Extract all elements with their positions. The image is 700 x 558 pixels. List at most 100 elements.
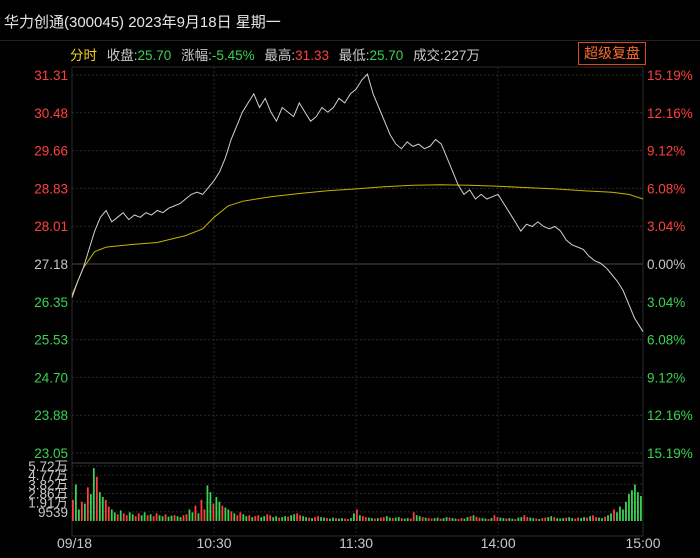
price-line: [71, 73, 644, 332]
volume-bar: [326, 518, 328, 521]
volume-bar: [439, 518, 442, 521]
volume-bar: [373, 518, 376, 521]
close-value: 25.70: [137, 48, 172, 63]
mode-label[interactable]: 分时: [70, 48, 97, 63]
volume-bar: [418, 516, 421, 521]
percent-tick-label: 15.19%: [647, 68, 693, 83]
volume-bar: [317, 516, 319, 521]
volume-bar: [350, 518, 352, 521]
volume-bar: [595, 517, 597, 521]
volume-bar: [409, 518, 412, 521]
volume-bar: [541, 518, 544, 521]
volume-bar: [574, 518, 577, 521]
volume-bar: [206, 485, 209, 521]
volume-label: 成交:: [413, 48, 444, 63]
volume-bar: [218, 501, 221, 521]
volume-bar: [170, 515, 173, 521]
volume-bar: [505, 518, 508, 521]
volume-bar: [72, 499, 74, 521]
volume-bar: [227, 509, 230, 521]
volume-bar: [631, 490, 633, 521]
volume-bar: [119, 510, 122, 521]
volume-bar: [101, 496, 104, 521]
volume-bar: [95, 476, 98, 521]
volume-bar: [263, 516, 266, 521]
volume-bar: [104, 499, 107, 521]
high-value: 31.33: [295, 48, 329, 63]
page-title: 华力创通(300045) 2023年9月18日 星期一: [4, 14, 281, 31]
volume-bar: [272, 517, 275, 521]
volume-bar: [469, 516, 472, 521]
volume-bar: [442, 518, 445, 521]
volume-bar: [179, 517, 182, 521]
volume-bar: [361, 516, 364, 521]
volume-bar: [616, 512, 618, 521]
volume-bar: [391, 518, 394, 521]
percent-tick-label: 9.12%: [647, 370, 685, 385]
volume-bar: [209, 492, 212, 521]
volume-bar: [116, 514, 119, 521]
volume-bar: [173, 515, 176, 521]
volume-bar: [197, 513, 200, 521]
volume-bar: [347, 519, 349, 521]
volume-bar: [137, 513, 140, 521]
close-field: 收盘:25.70: [107, 48, 172, 63]
volume-bar: [463, 518, 466, 521]
volume-bar: [329, 518, 331, 521]
volume-tick-label: 3.82万: [28, 477, 68, 492]
low-label: 最低:: [338, 48, 370, 63]
volume-bar: [400, 518, 403, 521]
volume-bar: [149, 514, 152, 521]
volume-bar: [460, 518, 463, 521]
volume-bar: [370, 518, 373, 521]
volume-bar: [445, 517, 448, 521]
volume-bar: [74, 484, 77, 521]
volume-bar: [424, 517, 427, 521]
volume-bar: [320, 517, 322, 521]
percent-tick-label: 12.16%: [647, 408, 693, 423]
price-tick-label: 23.88: [34, 408, 68, 423]
volume-bar: [248, 515, 251, 521]
volume-bar: [266, 514, 269, 521]
volume-bar: [499, 517, 502, 521]
volume-bar: [421, 517, 424, 521]
volume-bar: [296, 513, 298, 521]
volume-bar: [496, 517, 499, 521]
price-tick-label: 23.05: [34, 446, 68, 461]
volume-bar: [433, 518, 436, 521]
volume-bar: [245, 516, 248, 521]
volume-bar: [490, 518, 493, 521]
change-field: 涨幅:-5.45%: [181, 48, 255, 63]
percent-tick-label: 15.19%: [647, 446, 693, 461]
volume-bar: [158, 515, 161, 521]
volume-bar: [122, 513, 125, 521]
volume-bar: [526, 517, 529, 521]
price-tick-label: 31.31: [34, 68, 68, 83]
volume-bar: [194, 505, 197, 521]
price-tick-label: 28.83: [34, 181, 68, 196]
volume-bar: [475, 516, 478, 521]
volume-bar: [131, 514, 134, 521]
volume-bar: [167, 516, 170, 521]
super-replay-button[interactable]: 超级复盘: [578, 42, 646, 65]
volume-bar: [607, 515, 609, 521]
volume-bar: [430, 518, 433, 521]
volume-bar: [436, 517, 439, 521]
volume-value: 227万: [443, 48, 480, 63]
volume-bar: [77, 509, 80, 521]
volume-bar: [164, 514, 167, 521]
percent-tick-label: 3.04%: [647, 295, 685, 310]
volume-bar: [523, 515, 526, 521]
price-tick-label: 29.66: [34, 144, 68, 159]
percent-tick-label: 9.12%: [647, 144, 685, 159]
volume-bar: [290, 515, 293, 521]
volume-bar: [367, 517, 370, 521]
volume-bar: [517, 517, 520, 521]
volume-bar: [487, 519, 490, 521]
divider: [0, 40, 700, 41]
volume-bar: [86, 487, 89, 521]
volume-bar: [586, 517, 588, 521]
volume-bar: [559, 518, 562, 521]
volume-bar: [472, 515, 475, 521]
volume-bar: [251, 517, 254, 521]
